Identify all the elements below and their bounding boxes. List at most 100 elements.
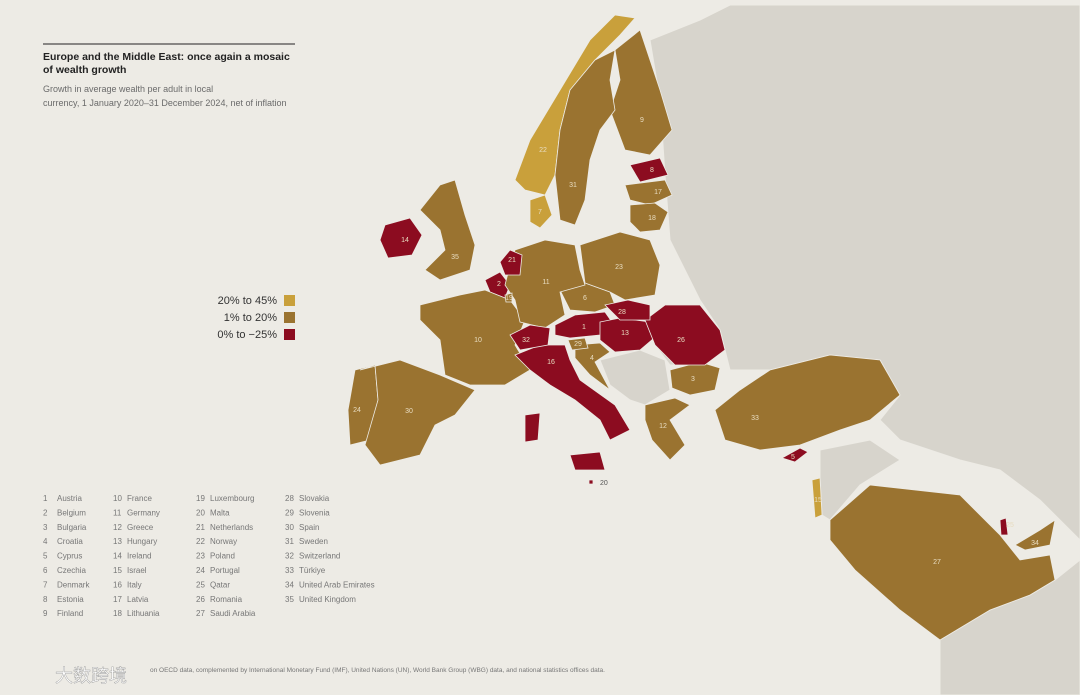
- list-name: Czechia: [57, 566, 86, 575]
- legend-swatch: [284, 295, 295, 306]
- list-name: Portugal: [210, 566, 240, 575]
- list-name: Lithuania: [127, 609, 160, 618]
- country-shape: [529, 194, 553, 229]
- list-number: 31: [285, 537, 294, 546]
- list-number: 7: [43, 580, 48, 589]
- list-name: Switzerland: [299, 552, 340, 561]
- list-name: Belgium: [57, 508, 86, 517]
- map-label: 6: [583, 295, 587, 302]
- list-number: 26: [196, 595, 205, 604]
- legend-label: 1% to 20%: [224, 312, 277, 324]
- country-shape: [504, 239, 586, 329]
- map-label: 34: [1031, 540, 1039, 547]
- country-shape: [629, 202, 669, 233]
- legend: 20% to 45% 1% to 20% 0% to −25%: [217, 295, 295, 341]
- map-label: 29: [574, 341, 582, 348]
- list-name: Malta: [210, 508, 230, 517]
- legend-swatch: [284, 312, 295, 323]
- map-label: 23: [615, 264, 623, 271]
- list-name: Denmark: [57, 580, 90, 589]
- list-number: 9: [43, 609, 48, 618]
- country-shape: [999, 517, 1009, 536]
- list-number: 29: [285, 508, 294, 517]
- land-balkans: [599, 349, 671, 406]
- map-label: 17: [654, 189, 662, 196]
- country-shape: [714, 354, 901, 451]
- country-shape: [1014, 519, 1056, 551]
- list-name: Hungary: [127, 537, 157, 546]
- country-shape: [499, 249, 523, 276]
- list-name: Slovakia: [299, 494, 330, 503]
- country-shape: [514, 344, 631, 441]
- map-label: 2: [497, 281, 501, 288]
- legend-label: 20% to 45%: [218, 295, 278, 307]
- list-number: 20: [196, 508, 205, 517]
- list-name: Saudi Arabia: [210, 609, 256, 618]
- list-number: 3: [43, 523, 48, 532]
- list-name: Romania: [210, 595, 243, 604]
- map-label: 27: [933, 559, 941, 566]
- list-number: 27: [196, 609, 205, 618]
- list-number: 19: [196, 494, 205, 503]
- list-name: France: [127, 494, 152, 503]
- country-shape: [574, 342, 611, 391]
- list-number: 4: [43, 537, 48, 546]
- country-shape: [604, 299, 651, 321]
- country-shape: [811, 477, 823, 519]
- list-name: Poland: [210, 552, 235, 561]
- country-shape: [609, 29, 673, 156]
- map-label: 28: [618, 309, 626, 316]
- map-label: 25: [1006, 522, 1014, 529]
- country-shape: [509, 324, 551, 351]
- country-shape: [629, 157, 669, 183]
- map-label: 4: [590, 355, 594, 362]
- list-name: Austria: [57, 494, 82, 503]
- list-name: Croatia: [57, 537, 83, 546]
- list-number: 17: [113, 595, 122, 604]
- map-label: 31: [569, 182, 577, 189]
- country-shape: [624, 179, 673, 206]
- map-label: 16: [547, 359, 555, 366]
- list-name: Finland: [57, 609, 83, 618]
- list-name: Luxembourg: [210, 494, 254, 503]
- list-number: 6: [43, 566, 48, 575]
- country-shape: [780, 447, 809, 463]
- country-list: 1 Austria 2 Belgium 3 Bulgaria 4 Croatia 5 Cyprus…: [43, 494, 375, 618]
- list-number: 33: [285, 566, 294, 575]
- watermark: 大数跨境: [55, 666, 127, 686]
- list-number: 1: [43, 494, 48, 503]
- map-label: 1: [582, 324, 586, 331]
- country-shape: [567, 337, 589, 351]
- map-label: 13: [621, 330, 629, 337]
- list-number: 2: [43, 508, 48, 517]
- country-shape: [419, 179, 476, 281]
- list-number: 34: [285, 580, 294, 589]
- country-shape: [644, 397, 691, 461]
- list-number: 14: [113, 552, 122, 561]
- list-name: Sweden: [299, 537, 328, 546]
- country-shape: [359, 359, 476, 466]
- subtitle: Growth in average wealth per adult in lo…: [43, 84, 286, 108]
- map-label: 15: [814, 497, 822, 504]
- list-name: Ireland: [127, 552, 151, 561]
- country-shape: [569, 451, 606, 471]
- list-name: Cyprus: [57, 552, 82, 561]
- list-number: 5: [43, 552, 48, 561]
- map-label: 7: [538, 209, 542, 216]
- list-name: United Kingdom: [299, 595, 356, 604]
- list-number: 13: [113, 537, 122, 546]
- list-name: Latvia: [127, 595, 149, 604]
- map-label: 3: [691, 376, 695, 383]
- country-shape: [524, 412, 541, 443]
- map-label: 12: [659, 423, 667, 430]
- country-shape: [484, 271, 511, 299]
- list-name: Norway: [210, 537, 237, 546]
- title: Europe and the Middle East: once again a…: [43, 51, 290, 76]
- country-shape: [644, 304, 726, 366]
- map-label: 18: [648, 215, 656, 222]
- list-number: 30: [285, 523, 294, 532]
- list-number: 8: [43, 595, 48, 604]
- map-label: 14: [401, 237, 409, 244]
